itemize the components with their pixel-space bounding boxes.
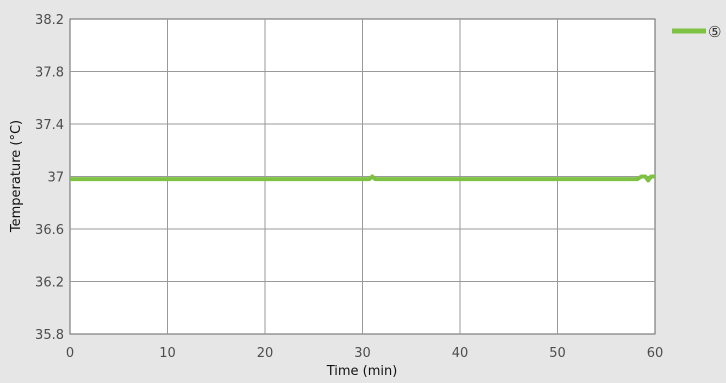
y-tick-label: 36.6 — [35, 223, 64, 238]
x-tick-label: 40 — [452, 346, 469, 361]
y-tick-label: 37 — [47, 171, 64, 186]
x-tick-label: 60 — [647, 346, 664, 361]
y-tick-label: 37.4 — [35, 118, 64, 133]
x-axis-ticks: 0 10 20 30 40 50 60 — [66, 346, 663, 361]
y-axis-ticks: 35.8 36.2 36.6 37 37.4 37.8 38.2 — [35, 13, 64, 343]
legend: ⑤ — [672, 23, 721, 41]
grid-lines — [70, 19, 655, 334]
y-tick-label: 35.8 — [35, 328, 64, 343]
x-tick-label: 30 — [354, 346, 371, 361]
x-tick-label: 0 — [66, 346, 74, 361]
legend-label: ⑤ — [708, 23, 721, 41]
x-axis-title: Time (min) — [326, 364, 398, 379]
series-layer — [70, 174, 655, 183]
x-tick-label: 50 — [549, 346, 566, 361]
y-tick-label: 37.8 — [35, 66, 64, 81]
x-tick-label: 20 — [257, 346, 274, 361]
series-line — [70, 174, 655, 183]
y-axis-title: Temperature (°C) — [9, 120, 24, 233]
y-tick-label: 36.2 — [35, 276, 64, 291]
x-tick-label: 10 — [159, 346, 176, 361]
y-tick-label: 38.2 — [35, 13, 64, 28]
